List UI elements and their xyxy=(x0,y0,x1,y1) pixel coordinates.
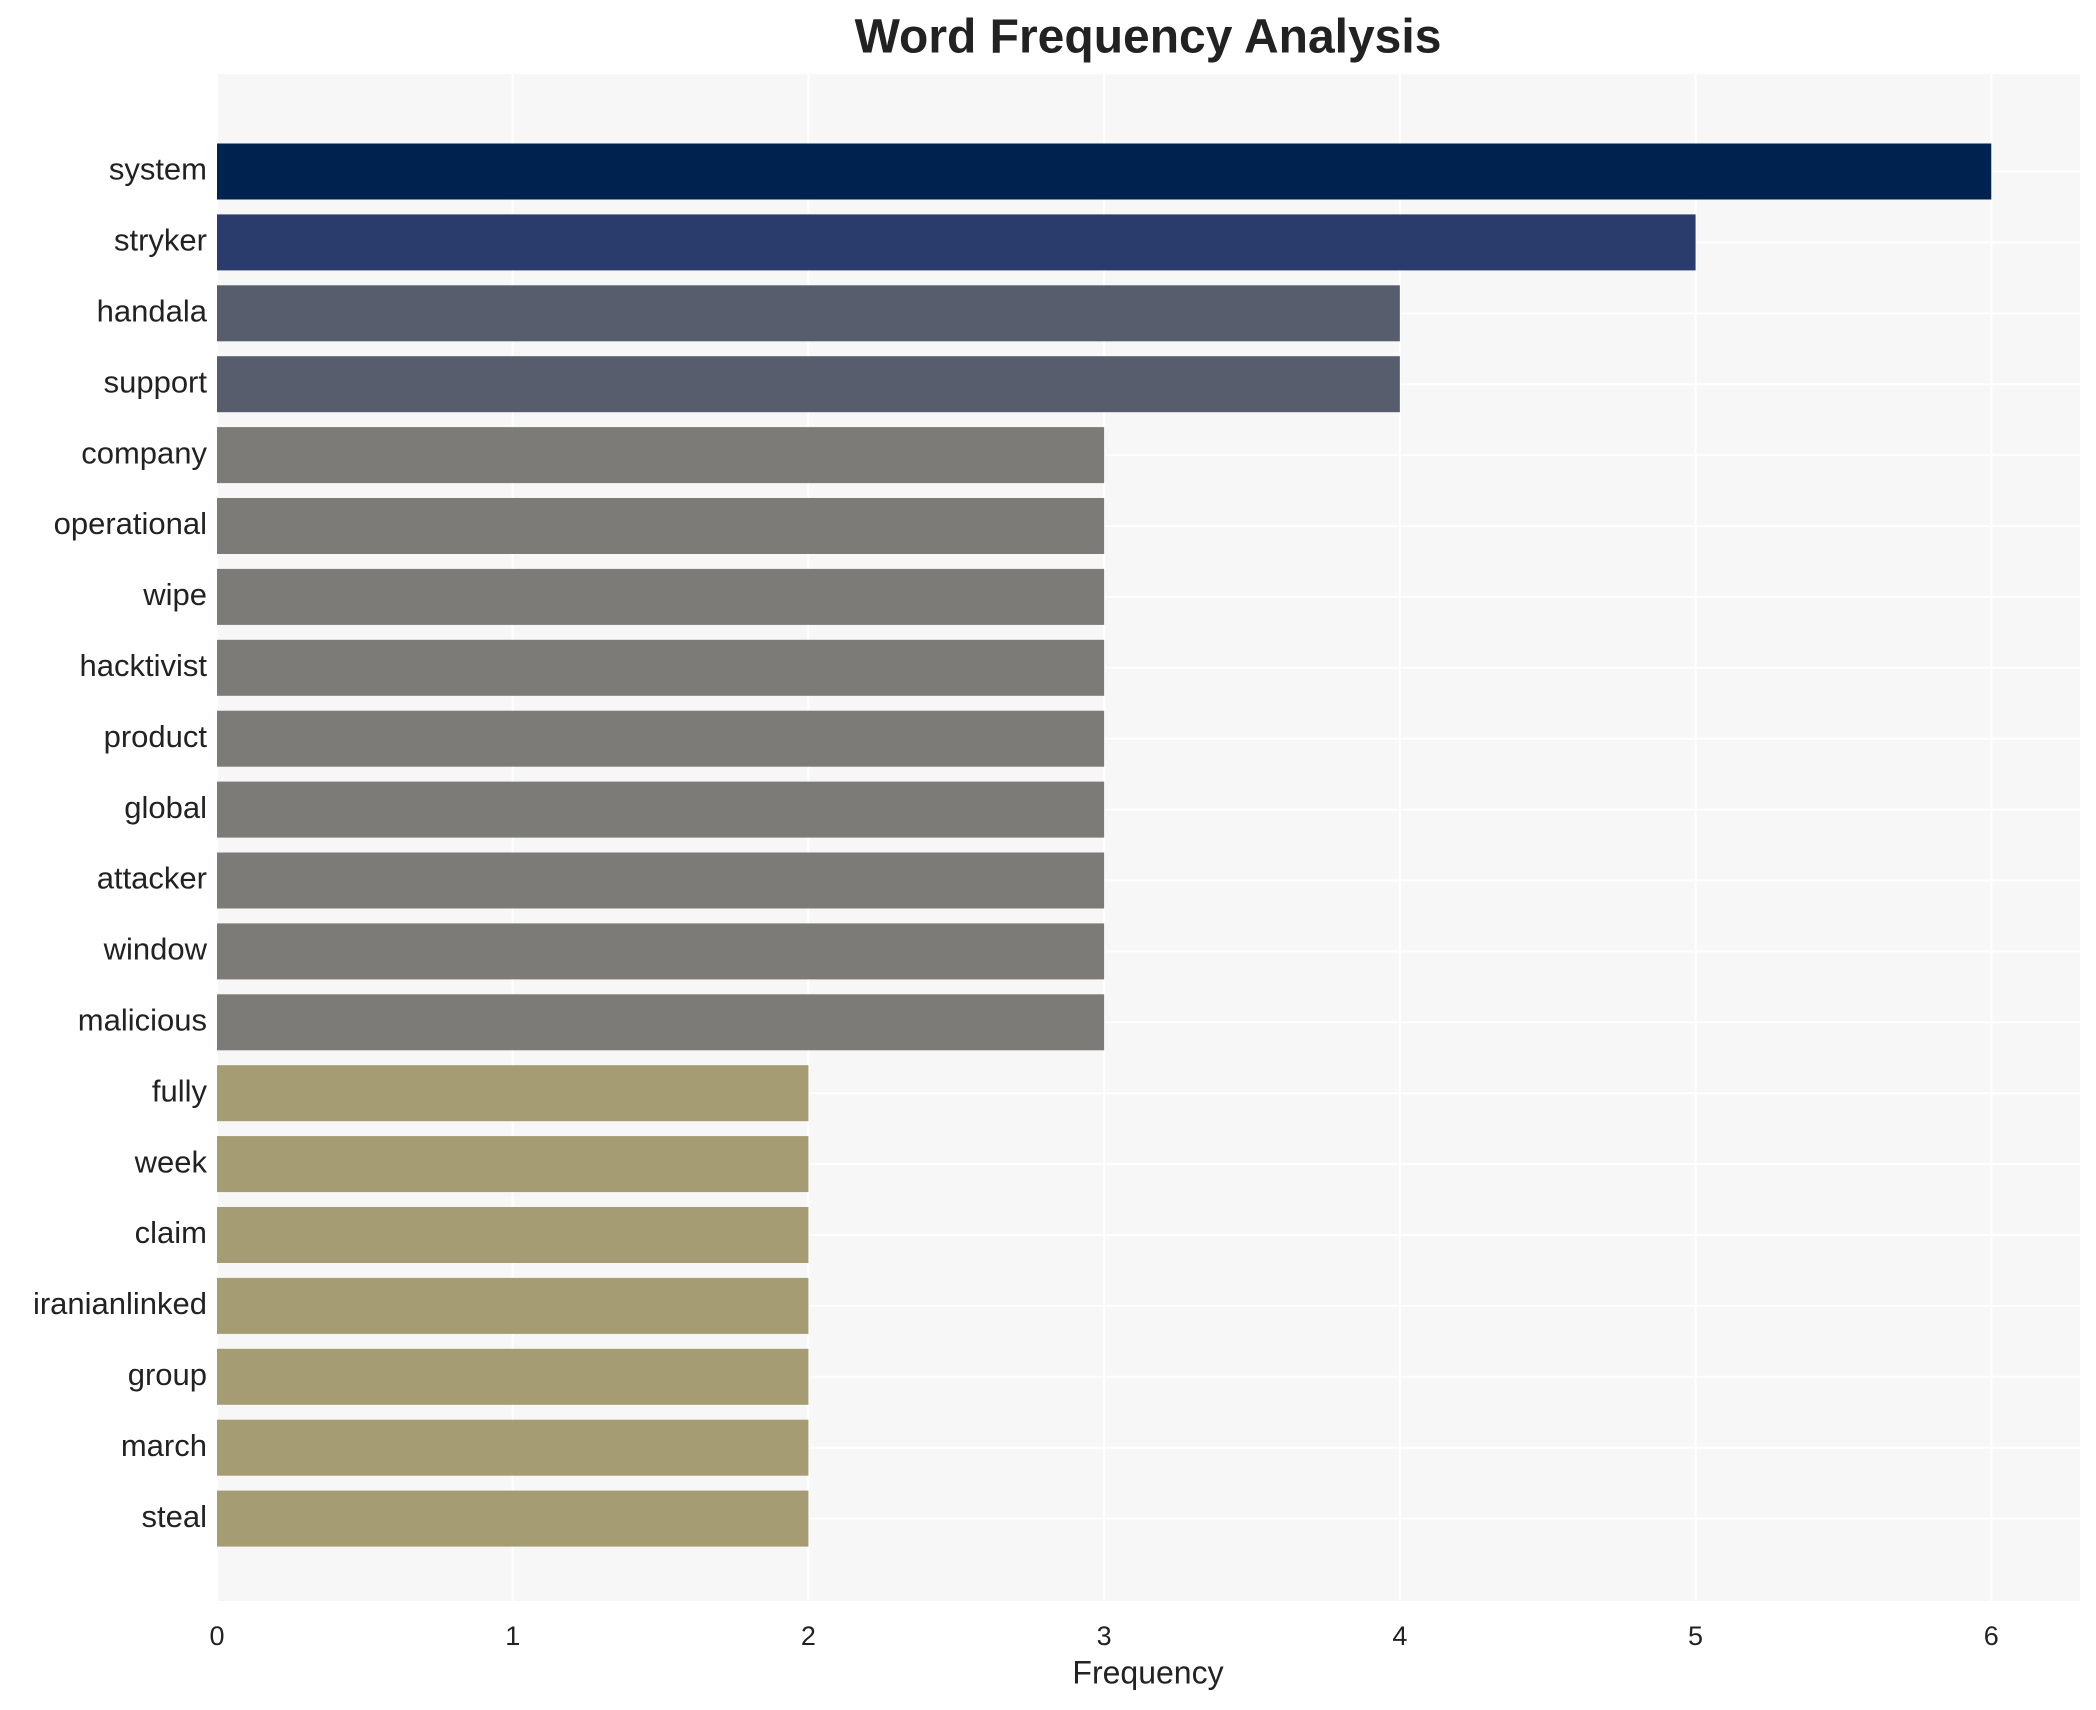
bar xyxy=(217,285,1400,342)
y-tick-label: iranianlinked xyxy=(33,1286,207,1321)
y-tick-label: handala xyxy=(97,293,208,328)
y-tick-label: system xyxy=(109,152,207,187)
bar xyxy=(217,1490,809,1547)
x-tick-label: 6 xyxy=(1984,1621,1999,1651)
y-tick-label: company xyxy=(81,435,207,470)
y-tick-label: wipe xyxy=(142,577,207,612)
bar xyxy=(217,923,1105,980)
y-tick-label: march xyxy=(121,1428,207,1463)
bar xyxy=(217,1207,809,1263)
x-tick-label: 3 xyxy=(1097,1621,1112,1651)
bar xyxy=(217,356,1400,413)
bar xyxy=(217,710,1105,767)
y-tick-label: week xyxy=(134,1144,208,1179)
y-tick-label: fully xyxy=(152,1073,208,1108)
y-tick-label: window xyxy=(103,932,208,967)
y-tick-label: stryker xyxy=(114,223,207,258)
x-tick-label: 5 xyxy=(1688,1621,1703,1651)
bar xyxy=(217,1348,809,1405)
x-tick-label: 0 xyxy=(209,1621,224,1651)
y-tick-label: support xyxy=(104,364,208,399)
bar xyxy=(217,781,1105,838)
chart-title: Word Frequency Analysis xyxy=(855,11,1442,64)
x-tick-label: 2 xyxy=(801,1621,816,1651)
y-tick-label: global xyxy=(124,790,207,825)
bar xyxy=(217,568,1105,625)
bar xyxy=(217,1277,809,1334)
bar xyxy=(217,1419,809,1476)
y-tick-label: operational xyxy=(54,506,207,541)
y-tick-label: hacktivist xyxy=(80,648,208,683)
y-tick-label: malicious xyxy=(78,1002,207,1037)
bar xyxy=(217,852,1105,909)
bar xyxy=(217,427,1105,484)
bar xyxy=(217,143,1992,200)
y-tick-label: steal xyxy=(142,1499,207,1534)
bar xyxy=(217,1065,809,1122)
bar xyxy=(217,994,1105,1051)
y-tick-label: attacker xyxy=(97,861,207,896)
y-tick-label: claim xyxy=(135,1215,207,1250)
bar xyxy=(217,639,1105,696)
x-tick-label: 4 xyxy=(1392,1621,1407,1651)
bar xyxy=(217,1136,809,1193)
bar xyxy=(217,498,1105,554)
bar xyxy=(217,214,1696,271)
x-tick-label: 1 xyxy=(505,1621,520,1651)
y-tick-label: product xyxy=(104,719,208,754)
y-tick-label: group xyxy=(128,1357,207,1392)
x-axis-label: Frequency xyxy=(1072,1654,1223,1690)
